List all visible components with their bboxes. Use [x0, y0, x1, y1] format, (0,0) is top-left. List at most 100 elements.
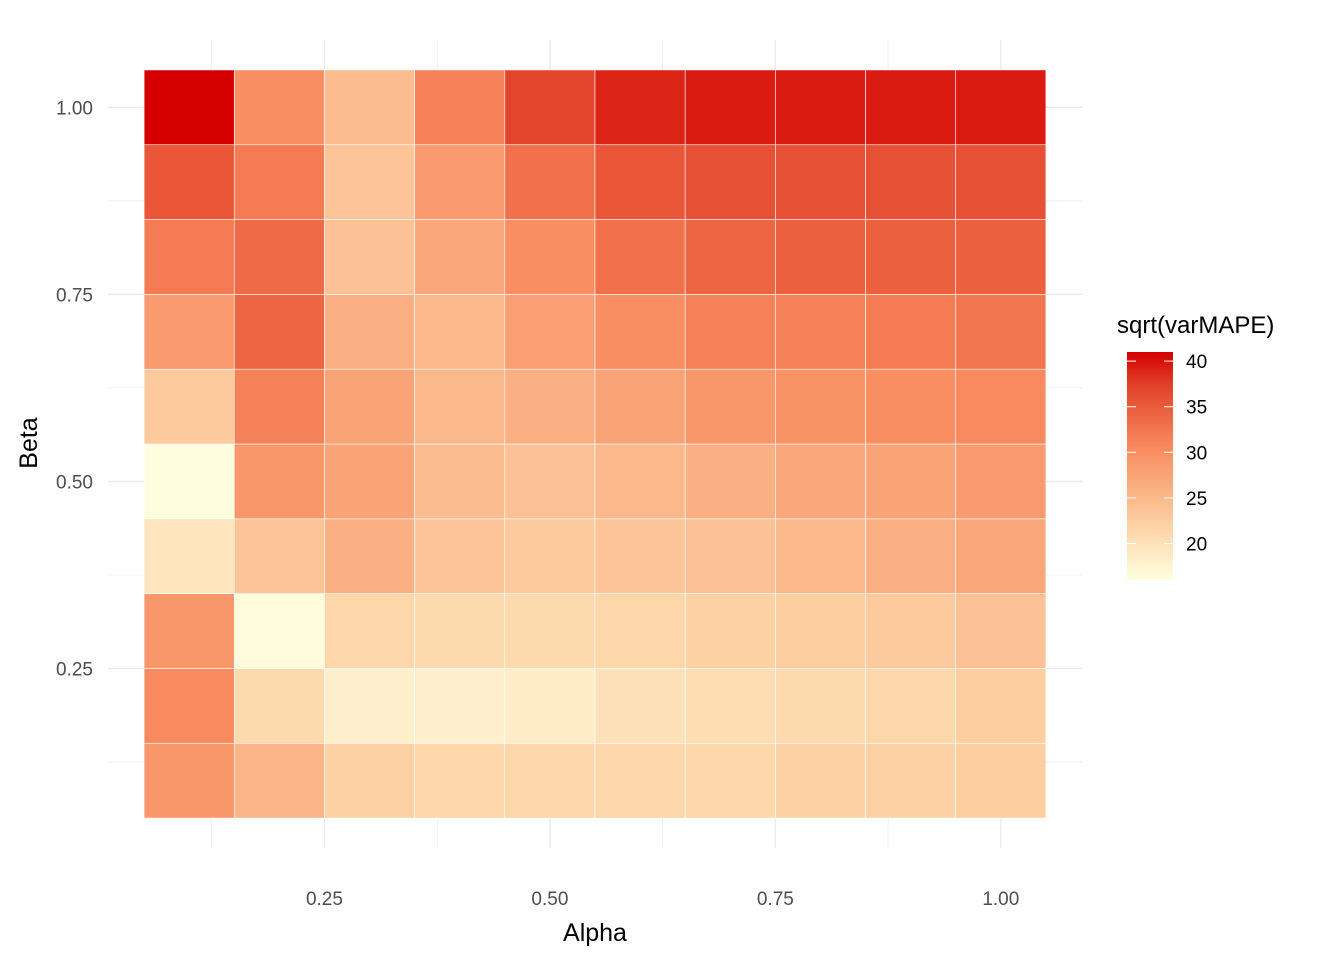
heatmap-tile [684, 593, 776, 669]
heatmap-tile [955, 668, 1047, 744]
heatmap-tile [775, 742, 866, 819]
heatmap-tile [955, 443, 1047, 520]
heatmap-tile [865, 368, 957, 445]
heatmap-tile [775, 69, 866, 146]
heatmap-tile [504, 593, 596, 669]
heatmap-tile [775, 518, 866, 594]
heatmap-tile [594, 219, 686, 295]
x-tick-label: 0.25 [306, 889, 343, 910]
heatmap-tile [324, 668, 415, 744]
heatmap-tile [233, 668, 325, 744]
heatmap-tile [414, 443, 506, 520]
heatmap-tile [865, 294, 957, 370]
heatmap-tile [414, 219, 506, 295]
legend-tick-label: 30 [1186, 443, 1207, 464]
heatmap-tile [594, 518, 686, 594]
heatmap-tile [684, 368, 776, 445]
heatmap-tile [233, 518, 325, 594]
heatmap-tile [594, 593, 686, 669]
heatmap-tile [955, 368, 1047, 445]
heatmap-tile [684, 219, 776, 295]
heatmap-tile [684, 518, 776, 594]
heatmap-tile [143, 219, 235, 295]
heatmap-tile [955, 518, 1047, 594]
heatmap-tile [504, 69, 596, 146]
heatmap-tile [143, 668, 235, 744]
heatmap-tile [504, 368, 596, 445]
heatmap-tile [865, 593, 957, 669]
legend-tick-label: 25 [1186, 489, 1207, 510]
heatmap-tile [414, 518, 506, 594]
heatmap-tiles [143, 69, 1047, 819]
heatmap-tile [233, 443, 325, 520]
heatmap-tile [233, 69, 325, 146]
heatmap-tile [143, 443, 235, 520]
heatmap-tile [143, 518, 235, 594]
heatmap-tile [504, 518, 596, 594]
heatmap-tile [143, 742, 235, 819]
heatmap-tile [775, 294, 866, 370]
heatmap-tile [324, 593, 415, 669]
heatmap-tile [233, 219, 325, 295]
y-tick-label: 0.25 [56, 659, 93, 680]
heatmap-tile [504, 294, 596, 370]
heatmap-tile [594, 443, 686, 520]
heatmap-tile [865, 443, 957, 520]
heatmap-tile [414, 742, 506, 819]
heatmap-tile [233, 144, 325, 220]
heatmap-tile [865, 219, 957, 295]
heatmap-tile [684, 443, 776, 520]
heatmap-tile [594, 294, 686, 370]
heatmap-tile [324, 294, 415, 370]
heatmap-tile [594, 742, 686, 819]
heatmap-tile [324, 69, 415, 146]
heatmap-tile [594, 368, 686, 445]
heatmap-tile [865, 69, 957, 146]
heatmap-tile [324, 144, 415, 220]
heatmap-tile [414, 294, 506, 370]
heatmap-tile [414, 593, 506, 669]
heatmap-tile [414, 368, 506, 445]
heatmap-tile [143, 593, 235, 669]
x-tick-label: 0.50 [531, 889, 568, 910]
heatmap-tile [775, 219, 866, 295]
heatmap-tile [865, 144, 957, 220]
heatmap-tile [414, 144, 506, 220]
heatmap-tile [865, 742, 957, 819]
heatmap-tile [955, 144, 1047, 220]
heatmap-tile [684, 742, 776, 819]
heatmap-tile [684, 69, 776, 146]
heatmap-tile [775, 368, 866, 445]
heatmap-tile [324, 443, 415, 520]
heatmap-tile [504, 742, 596, 819]
heatmap-tile [324, 368, 415, 445]
heatmap-tile [594, 668, 686, 744]
heatmap-tile [414, 69, 506, 146]
legend-colorbar [1127, 352, 1173, 580]
heatmap-tile [594, 144, 686, 220]
color-legend: sqrt(varMAPE) 20 25 30 35 40 [1117, 312, 1274, 580]
heatmap-tile [955, 69, 1047, 146]
heatmap-tile [775, 668, 866, 744]
heatmap-tile [414, 668, 506, 744]
heatmap-tile [233, 368, 325, 445]
heatmap-tile [865, 668, 957, 744]
heatmap-tile [955, 593, 1047, 669]
heatmap-tile [324, 219, 415, 295]
heatmap-tile [504, 668, 596, 744]
heatmap-tile [143, 294, 235, 370]
legend-title: sqrt(varMAPE) [1117, 312, 1274, 339]
heatmap-tile [233, 593, 325, 669]
legend-ticks: 20 25 30 35 40 [1127, 352, 1207, 556]
heatmap-tile [504, 144, 596, 220]
heatmap-tile [775, 593, 866, 669]
legend-tick-label: 40 [1186, 352, 1207, 373]
heatmap-tile [955, 742, 1047, 819]
heatmap-tile [955, 294, 1047, 370]
x-tick-label: 0.75 [757, 889, 794, 910]
y-tick-label: 1.00 [56, 98, 93, 119]
heatmap-tile [324, 518, 415, 594]
heatmap-tile [955, 219, 1047, 295]
heatmap-tile [504, 443, 596, 520]
